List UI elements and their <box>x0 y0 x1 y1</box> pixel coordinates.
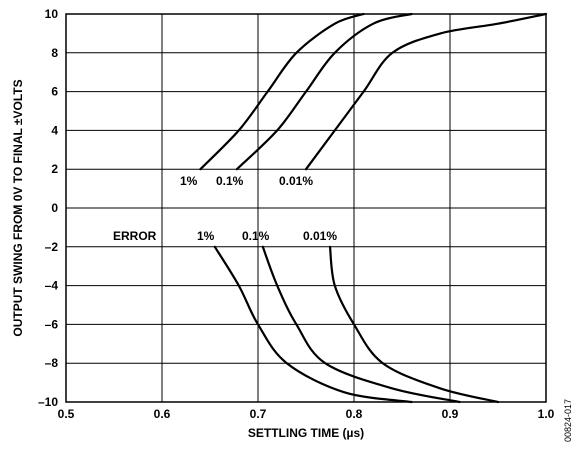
series-line-upper-1 <box>199 12 365 171</box>
lower-label-1pct: 1% <box>197 229 215 243</box>
x-tick-labels: 0.5 0.6 0.7 0.8 0.9 1.0 <box>58 407 555 421</box>
y-tick-label: 6 <box>51 85 58 99</box>
series-line-upper-3 <box>304 12 548 171</box>
curves <box>199 12 548 404</box>
y-tick-label: –6 <box>45 317 59 331</box>
x-axis-title: SETTLING TIME (µs) <box>248 426 364 440</box>
lower-label-error: ERROR <box>113 229 157 243</box>
lower-label-0p1pct: 0.1% <box>242 229 270 243</box>
y-tick-label: 10 <box>45 7 59 21</box>
series-line-lower-3 <box>328 245 500 404</box>
x-tick-label: 0.8 <box>346 407 363 421</box>
y-tick-label: 0 <box>51 201 58 215</box>
y-tick-label: –4 <box>45 279 59 293</box>
x-tick-label: 0.9 <box>442 407 459 421</box>
grid <box>66 14 546 402</box>
y-tick-label: 8 <box>51 46 58 60</box>
upper-label-1pct: 1% <box>180 174 198 188</box>
x-tick-label: 1.0 <box>538 407 555 421</box>
figure-id: 00824-017 <box>563 399 573 442</box>
series-line-upper-2 <box>235 12 413 171</box>
upper-label-0p1pct: 0.1% <box>216 174 244 188</box>
upper-label-0p01pct: 0.01% <box>279 174 313 188</box>
x-tick-label: 0.7 <box>250 407 267 421</box>
y-tick-label: –10 <box>38 395 58 409</box>
y-tick-label: 2 <box>51 162 58 176</box>
y-tick-label: –8 <box>45 356 59 370</box>
lower-label-0p01pct: 0.01% <box>303 229 337 243</box>
y-tick-labels: 10 8 6 4 2 0 –2 –4 –6 –8 –10 <box>38 7 58 409</box>
y-axis-title: OUTPUT SWING FROM 0V TO FINAL ±VOLTS <box>11 79 25 336</box>
y-tick-label: 4 <box>51 123 58 137</box>
plot-frame <box>65 13 547 403</box>
series-line-lower-2 <box>261 245 461 404</box>
x-tick-label: 0.5 <box>58 407 75 421</box>
x-tick-label: 0.6 <box>154 407 171 421</box>
series-line-lower-1 <box>213 245 413 404</box>
y-tick-label: –2 <box>45 240 59 254</box>
